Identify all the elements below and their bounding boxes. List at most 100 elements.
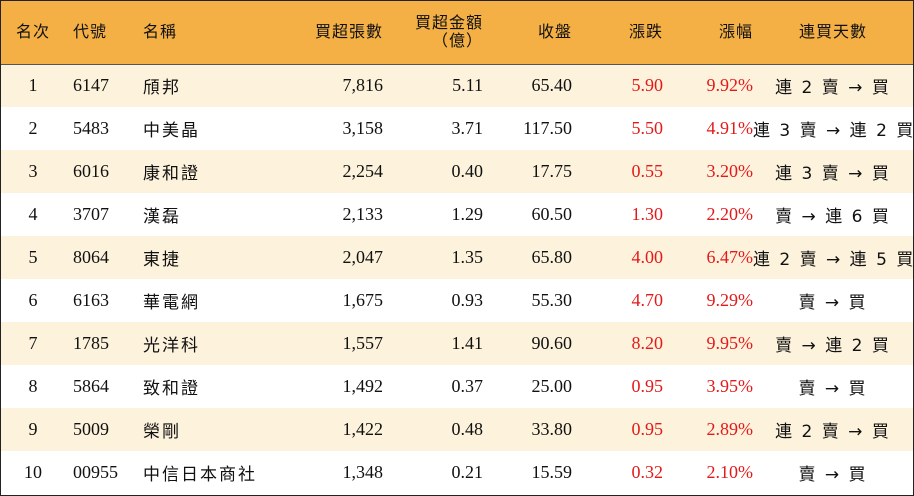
cell-net-amount: 0.40 <box>451 161 484 181</box>
table-row: 9 5009 榮剛 1,422 0.48 33.80 0.95 2.89% 連 2 賣 → 買 <box>1 408 913 451</box>
cell-code: 5009 <box>73 419 109 439</box>
cell-streak: 連 3 賣 → 連 2 買 <box>753 121 914 141</box>
cell-net-amount: 1.41 <box>451 333 484 353</box>
cell-streak: 賣 → 買 <box>798 465 868 485</box>
cell-code: 3707 <box>73 204 109 224</box>
cell-rank: 9 <box>28 419 38 439</box>
cell-change-pct: 9.29% <box>706 290 754 310</box>
cell-streak: 賣 → 連 6 買 <box>775 207 891 227</box>
header-net-amount-unit: （億） <box>431 31 483 51</box>
cell-change-pct: 2.89% <box>706 419 754 439</box>
cell-stock-name: 中信日本商社 <box>143 465 257 485</box>
cell-change: 1.30 <box>631 204 664 224</box>
cell-stock-name: 頎邦 <box>143 78 181 99</box>
table-row: 3 6016 康和證 2,254 0.40 17.75 0.55 3.20% 連 3 賣 → 買 <box>1 150 913 193</box>
cell-net-volume: 1,348 <box>342 462 384 482</box>
cell-code: 5864 <box>73 376 109 396</box>
header-row: 名次 代號 名稱 買超張數 買超金額 （億） 收盤 漲跌 漲幅 連買天數 <box>1 1 913 65</box>
cell-close: 90.60 <box>531 333 573 353</box>
cell-close: 33.80 <box>531 419 573 439</box>
cell-code: 6016 <box>73 161 109 181</box>
table-body: 1 6147 頎邦 7,816 5.11 65.40 5.90 9.92% 連 2 賣 → 買 2… <box>1 64 913 494</box>
header-net-amount: 買超金額 （億） <box>383 1 483 65</box>
cell-stock-name: 東捷 <box>143 250 181 270</box>
cell-code: 1785 <box>73 333 109 353</box>
header-net-amount-label: 買超金額 <box>414 13 483 33</box>
cell-net-amount: 3.71 <box>451 118 484 138</box>
cell-change: 5.50 <box>631 118 664 138</box>
cell-rank: 7 <box>28 333 38 353</box>
cell-stock-name: 光洋科 <box>143 336 200 356</box>
table-row: 6 6163 華電網 1,675 0.93 55.30 4.70 9.29% 賣 → 買 <box>1 279 913 322</box>
cell-change: 4.00 <box>631 247 664 267</box>
cell-stock-name: 華電網 <box>143 293 200 313</box>
cell-rank: 3 <box>28 161 38 181</box>
cell-rank: 6 <box>28 290 38 310</box>
cell-change-pct: 9.95% <box>706 333 754 353</box>
cell-close: 55.30 <box>531 290 573 310</box>
cell-streak: 連 2 賣 → 買 <box>775 78 891 99</box>
cell-stock-name: 中美晶 <box>143 121 200 141</box>
table-row: 7 1785 光洋科 1,557 1.41 90.60 8.20 9.95% 賣 → 連 2 買 <box>1 322 913 365</box>
cell-net-amount: 0.21 <box>451 462 484 482</box>
cell-change: 0.95 <box>631 376 664 396</box>
cell-change-pct: 6.47% <box>706 247 754 267</box>
cell-net-volume: 1,675 <box>342 290 384 310</box>
cell-net-amount: 0.48 <box>451 419 484 439</box>
cell-close: 17.75 <box>531 161 573 181</box>
cell-net-volume: 2,254 <box>342 161 384 181</box>
cell-change-pct: 3.95% <box>706 376 754 396</box>
cell-change-pct: 3.20% <box>706 161 754 181</box>
cell-change: 5.90 <box>631 75 664 96</box>
header-change: 漲跌 <box>572 1 663 65</box>
cell-change-pct: 2.10% <box>706 462 754 482</box>
cell-code: 00955 <box>73 462 118 482</box>
table-row: 1 6147 頎邦 7,816 5.11 65.40 5.90 9.92% 連 2 賣 → 買 <box>1 64 913 107</box>
cell-close: 117.50 <box>523 118 572 138</box>
cell-streak: 賣 → 買 <box>798 379 868 399</box>
cell-code: 6163 <box>73 290 109 310</box>
cell-streak: 賣 → 連 2 買 <box>775 336 891 356</box>
cell-stock-name: 致和證 <box>143 379 200 399</box>
cell-rank: 5 <box>28 247 38 267</box>
cell-close: 65.40 <box>531 75 573 96</box>
cell-change: 8.20 <box>631 333 664 353</box>
cell-net-amount: 1.29 <box>451 204 484 224</box>
cell-net-volume: 2,047 <box>342 247 384 267</box>
header-code: 代號 <box>65 1 143 65</box>
cell-change-pct: 2.20% <box>706 204 754 224</box>
table-row: 8 5864 致和證 1,492 0.37 25.00 0.95 3.95% 賣 → 買 <box>1 365 913 408</box>
cell-code: 6147 <box>73 75 109 96</box>
cell-rank: 8 <box>28 376 38 396</box>
cell-rank: 1 <box>28 75 38 96</box>
cell-close: 60.50 <box>531 204 573 224</box>
cell-change: 0.95 <box>631 419 664 439</box>
cell-change: 4.70 <box>631 290 664 310</box>
cell-change-pct: 4.91% <box>706 118 754 138</box>
cell-net-volume: 3,158 <box>342 118 384 138</box>
cell-code: 8064 <box>73 247 109 267</box>
header-rank: 名次 <box>1 1 65 65</box>
cell-close: 15.59 <box>531 462 573 482</box>
cell-stock-name: 康和證 <box>143 164 200 184</box>
cell-net-volume: 2,133 <box>342 204 384 224</box>
header-close: 收盤 <box>483 1 572 65</box>
cell-rank: 2 <box>28 118 38 138</box>
cell-change: 0.32 <box>631 462 664 482</box>
table-row: 2 5483 中美晶 3,158 3.71 117.50 5.50 4.91% 連 3 賣 → … <box>1 107 913 150</box>
cell-close: 65.80 <box>531 247 573 267</box>
table-row: 5 8064 東捷 2,047 1.35 65.80 4.00 6.47% 連 2 賣 → 連 … <box>1 236 913 279</box>
cell-net-volume: 1,492 <box>342 376 384 396</box>
header-net-volume: 買超張數 <box>291 1 383 65</box>
cell-streak: 連 2 賣 → 買 <box>775 422 891 442</box>
cell-net-volume: 1,422 <box>342 419 384 439</box>
cell-net-amount: 5.11 <box>452 75 483 96</box>
cell-rank: 4 <box>28 204 38 224</box>
cell-net-amount: 0.93 <box>451 290 484 310</box>
cell-rank: 10 <box>24 462 42 482</box>
table-row: 4 3707 漢磊 2,133 1.29 60.50 1.30 2.20% 賣 → 連 6 買 <box>1 193 913 236</box>
header-name: 名稱 <box>143 1 291 65</box>
cell-close: 25.00 <box>531 376 573 396</box>
